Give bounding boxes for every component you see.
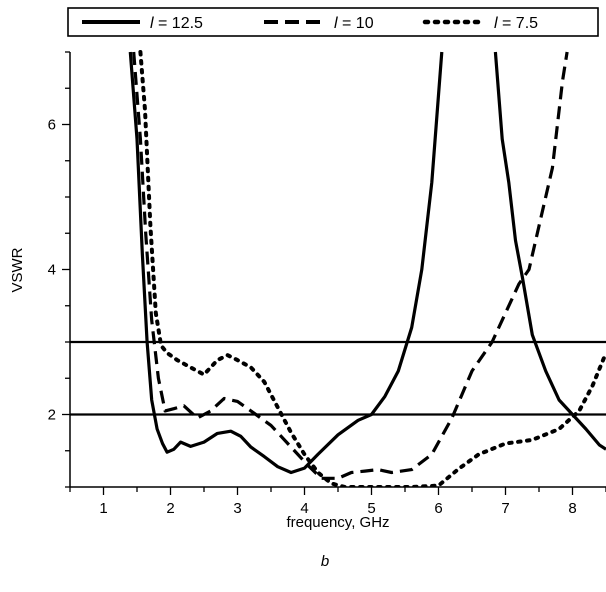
y-tick-label: 6 [48, 117, 56, 134]
y-tick-label: 2 [48, 407, 56, 424]
series-line-solid-2 [493, 51, 606, 451]
x-tick-label: 8 [568, 500, 576, 517]
tick-labels: 1 2 3 4 5 6 7 8 2 4 6 [48, 117, 577, 518]
data-series [128, 50, 606, 487]
x-tick-label: 1 [99, 500, 107, 517]
x-tick-label: 6 [434, 500, 442, 517]
series-line-dotted-1 [138, 50, 606, 487]
x-tick-label: 4 [300, 500, 308, 517]
legend-box [67, 7, 599, 37]
x-tick-label: 7 [501, 500, 509, 517]
series-line-solid-1 [128, 51, 444, 475]
legend-label-series-2: l = 10 [334, 15, 374, 32]
y-axis-title: VSWR [9, 247, 26, 292]
x-tick-label: 5 [367, 500, 375, 517]
x-tick-label: 3 [233, 500, 241, 517]
legend-label-series-3: l = 7.5 [494, 15, 538, 32]
y-tick-label: 4 [48, 262, 56, 279]
x-tick-label: 2 [166, 500, 174, 517]
legend: l = 12.5 l = 10 l = 7.5 [67, 7, 599, 37]
x-axis-title: frequency, GHz [286, 514, 389, 531]
series-line-dashed-1 [132, 51, 569, 480]
legend-label-series-1: l = 12.5 [150, 15, 203, 32]
axes [62, 51, 606, 495]
panel-label: b [321, 553, 329, 570]
